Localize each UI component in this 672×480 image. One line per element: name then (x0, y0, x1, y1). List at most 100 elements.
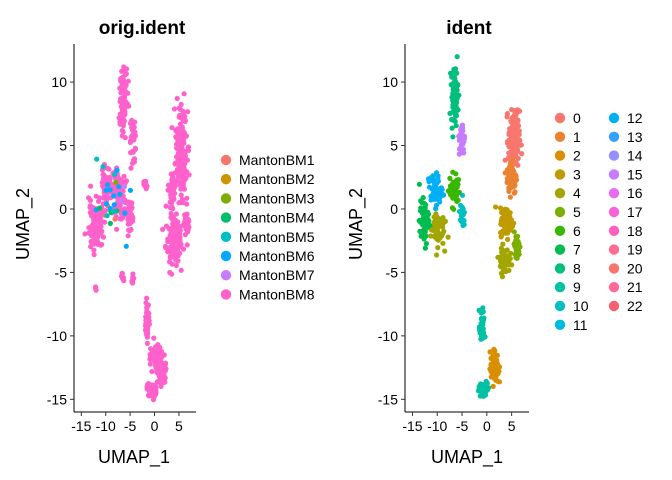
data-point (497, 205, 504, 211)
data-point (449, 74, 456, 80)
x-tick-label: -10 (427, 418, 447, 434)
y-tick-label: 10 (51, 74, 67, 90)
data-point (125, 233, 131, 239)
data-point (456, 151, 462, 157)
data-point (163, 223, 170, 229)
legend-key (554, 131, 566, 142)
data-point (450, 102, 457, 108)
data-point (453, 113, 459, 119)
data-point (144, 295, 150, 301)
legend-label: 17 (627, 204, 643, 220)
legend-label: 18 (627, 223, 643, 239)
data-point (91, 247, 97, 253)
data-point (420, 195, 426, 201)
legend: MantonBM1 MantonBM2 MantonBM3 MantonBM4 Mant… (220, 152, 315, 302)
data-point (173, 134, 179, 140)
data-point (493, 204, 499, 210)
data-point (507, 150, 513, 156)
legend-label: 7 (573, 242, 581, 258)
data-point (499, 274, 506, 280)
legend-key (554, 169, 566, 180)
data-point (103, 201, 110, 207)
data-point (172, 170, 178, 176)
data-point (147, 361, 153, 367)
data-point (459, 192, 466, 198)
x-tick-label: 5 (175, 418, 183, 434)
data-point (176, 105, 182, 111)
data-point (157, 365, 163, 371)
data-point (126, 227, 132, 233)
data-point (177, 137, 183, 143)
data-point (104, 165, 111, 171)
legend-key (554, 188, 566, 199)
data-point (120, 76, 126, 83)
data-point (500, 260, 506, 266)
data-point (507, 160, 513, 166)
data-point (500, 241, 506, 247)
data-point (174, 238, 180, 244)
data-point (112, 171, 118, 178)
data-point (118, 90, 124, 96)
data-point (450, 98, 456, 104)
data-point (489, 362, 496, 368)
data-point (120, 101, 126, 107)
legend-label: MantonBM3 (239, 190, 315, 206)
data-point (171, 246, 177, 252)
data-point (458, 218, 464, 224)
data-point (437, 195, 443, 201)
legend-label: 2 (573, 148, 581, 164)
legend-label: MantonBM5 (239, 229, 315, 245)
y-tick-label: -5 (55, 264, 68, 280)
data-point (442, 218, 448, 224)
data-point (512, 251, 518, 257)
data-point (88, 183, 94, 189)
data-point (454, 179, 460, 185)
legend-label: MantonBM7 (239, 267, 315, 283)
data-point (158, 376, 164, 382)
data-point (177, 234, 183, 240)
data-point (168, 229, 174, 235)
x-tick-label: -5 (456, 418, 469, 434)
data-point (513, 142, 519, 148)
legend-label: 3 (573, 166, 581, 182)
data-point (517, 244, 523, 250)
legend-key (608, 131, 620, 142)
data-point (506, 176, 512, 182)
legend-key (554, 206, 566, 218)
data-point (480, 305, 486, 311)
data-point (100, 172, 106, 178)
data-point (509, 167, 515, 173)
data-point (181, 91, 187, 97)
data-point (184, 201, 190, 207)
data-point (88, 213, 95, 219)
y-tick-label: 10 (382, 74, 398, 90)
data-point (119, 127, 125, 134)
legend-label: 1 (573, 129, 581, 145)
data-point (456, 133, 462, 139)
data-point (119, 133, 125, 139)
data-point (120, 274, 126, 280)
data-point (459, 122, 465, 128)
data-point (122, 210, 128, 216)
data-point (505, 236, 511, 243)
data-point (519, 151, 525, 157)
data-point (515, 155, 521, 161)
legend-key (608, 263, 620, 274)
data-point (513, 235, 519, 241)
legend-key (608, 150, 620, 161)
data-point (495, 254, 501, 260)
legend-label: MantonBM4 (239, 210, 315, 226)
data-point (123, 243, 129, 249)
data-point (453, 123, 459, 129)
legend-key (554, 244, 566, 255)
data-point (452, 69, 458, 75)
data-point (183, 175, 189, 181)
y-axis-label: UMAP_2 (346, 188, 367, 260)
data-point (449, 125, 455, 131)
legend-label: 13 (627, 129, 643, 145)
data-point (507, 126, 513, 132)
data-point (107, 187, 113, 193)
y-tick-label: -5 (386, 264, 399, 280)
data-point (504, 261, 511, 267)
data-point (116, 184, 122, 190)
